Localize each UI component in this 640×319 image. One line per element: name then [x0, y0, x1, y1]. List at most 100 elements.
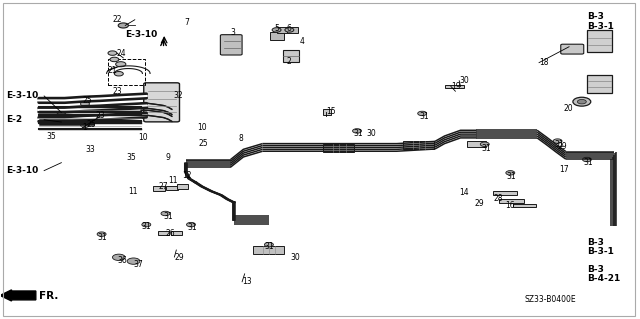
Text: FR.: FR. [39, 291, 58, 301]
Circle shape [186, 222, 195, 227]
Bar [154, 187, 165, 191]
Text: 12: 12 [182, 171, 192, 180]
Text: 25: 25 [83, 96, 92, 105]
Text: 10: 10 [197, 123, 207, 132]
Text: B-4-21: B-4-21 [587, 274, 620, 283]
Circle shape [582, 157, 591, 162]
Text: 2: 2 [287, 57, 292, 66]
Circle shape [127, 258, 140, 264]
Circle shape [577, 100, 586, 104]
Bar [276, 27, 288, 33]
Text: B-3: B-3 [587, 12, 604, 21]
Circle shape [418, 111, 427, 116]
Text: 10: 10 [138, 133, 148, 142]
Text: B-3: B-3 [587, 238, 604, 247]
Text: 19: 19 [451, 82, 461, 91]
Text: 30: 30 [290, 253, 300, 262]
Text: 20: 20 [564, 104, 573, 113]
Text: 16: 16 [505, 201, 515, 210]
Text: 28: 28 [493, 194, 503, 203]
Bar [283, 50, 299, 62]
Text: 5: 5 [274, 24, 279, 33]
Text: 22: 22 [113, 15, 122, 24]
Text: 27: 27 [159, 182, 168, 191]
Text: 31: 31 [164, 212, 173, 221]
Text: 31: 31 [419, 112, 429, 121]
Text: 23: 23 [95, 111, 105, 120]
Circle shape [118, 23, 129, 28]
Text: 31: 31 [187, 223, 196, 232]
FancyArrow shape [0, 290, 36, 301]
Circle shape [110, 57, 119, 62]
Circle shape [142, 222, 151, 227]
Text: E-3-10: E-3-10 [125, 30, 157, 39]
Text: 31: 31 [554, 140, 564, 149]
Bar [108, 59, 145, 85]
Bar [499, 199, 524, 203]
Circle shape [480, 142, 489, 146]
Text: 3: 3 [230, 28, 236, 37]
Text: 7: 7 [184, 19, 189, 27]
Bar [493, 191, 517, 195]
Bar [270, 33, 284, 41]
Bar [171, 231, 182, 235]
Circle shape [108, 51, 117, 55]
Text: 26: 26 [166, 229, 175, 238]
Bar [513, 204, 536, 207]
Text: 30: 30 [366, 129, 376, 138]
Text: 6: 6 [286, 24, 291, 33]
Text: 23: 23 [113, 87, 122, 96]
Text: 15: 15 [326, 108, 336, 116]
Text: E-3-10: E-3-10 [6, 166, 38, 175]
Bar [177, 184, 188, 189]
Circle shape [272, 28, 281, 32]
Text: 11: 11 [169, 176, 178, 185]
Circle shape [285, 28, 294, 32]
Bar [406, 142, 426, 148]
Text: 33: 33 [86, 145, 95, 154]
Circle shape [115, 71, 124, 76]
FancyBboxPatch shape [144, 83, 179, 122]
FancyBboxPatch shape [587, 75, 612, 93]
Circle shape [573, 97, 591, 106]
Text: 30: 30 [460, 76, 469, 85]
Text: 13: 13 [242, 277, 252, 286]
Bar [253, 246, 284, 254]
FancyBboxPatch shape [587, 30, 612, 52]
Bar [403, 141, 434, 149]
Circle shape [113, 254, 125, 261]
Text: 4: 4 [300, 38, 305, 47]
Text: 31: 31 [264, 242, 274, 251]
Text: 35: 35 [127, 153, 136, 162]
Circle shape [353, 129, 362, 133]
Text: 9: 9 [166, 153, 170, 162]
Text: 31: 31 [583, 158, 593, 167]
Text: 37: 37 [134, 260, 143, 269]
Text: 8: 8 [238, 134, 243, 143]
Text: 25: 25 [87, 120, 97, 129]
Circle shape [57, 110, 66, 115]
Text: E-2: E-2 [6, 115, 22, 124]
Text: 11: 11 [129, 187, 138, 196]
Bar [445, 85, 464, 88]
Text: 32: 32 [173, 92, 183, 100]
Text: 29: 29 [174, 253, 184, 262]
Circle shape [161, 211, 170, 216]
Bar [330, 145, 349, 150]
Text: 18: 18 [539, 58, 548, 67]
Circle shape [97, 232, 106, 236]
Text: B-3-1: B-3-1 [587, 247, 614, 256]
Bar [158, 231, 170, 235]
Text: 17: 17 [559, 165, 569, 174]
Text: 31: 31 [354, 129, 364, 138]
Text: B-3: B-3 [587, 264, 604, 274]
Circle shape [553, 139, 562, 143]
Text: 29: 29 [557, 142, 567, 151]
Text: 14: 14 [460, 188, 469, 197]
Circle shape [264, 242, 273, 247]
Text: 29: 29 [474, 199, 484, 208]
Text: 31: 31 [141, 222, 151, 231]
Bar [287, 27, 298, 33]
Text: 1: 1 [83, 123, 87, 132]
Text: SZ33-B0400E: SZ33-B0400E [524, 295, 576, 304]
